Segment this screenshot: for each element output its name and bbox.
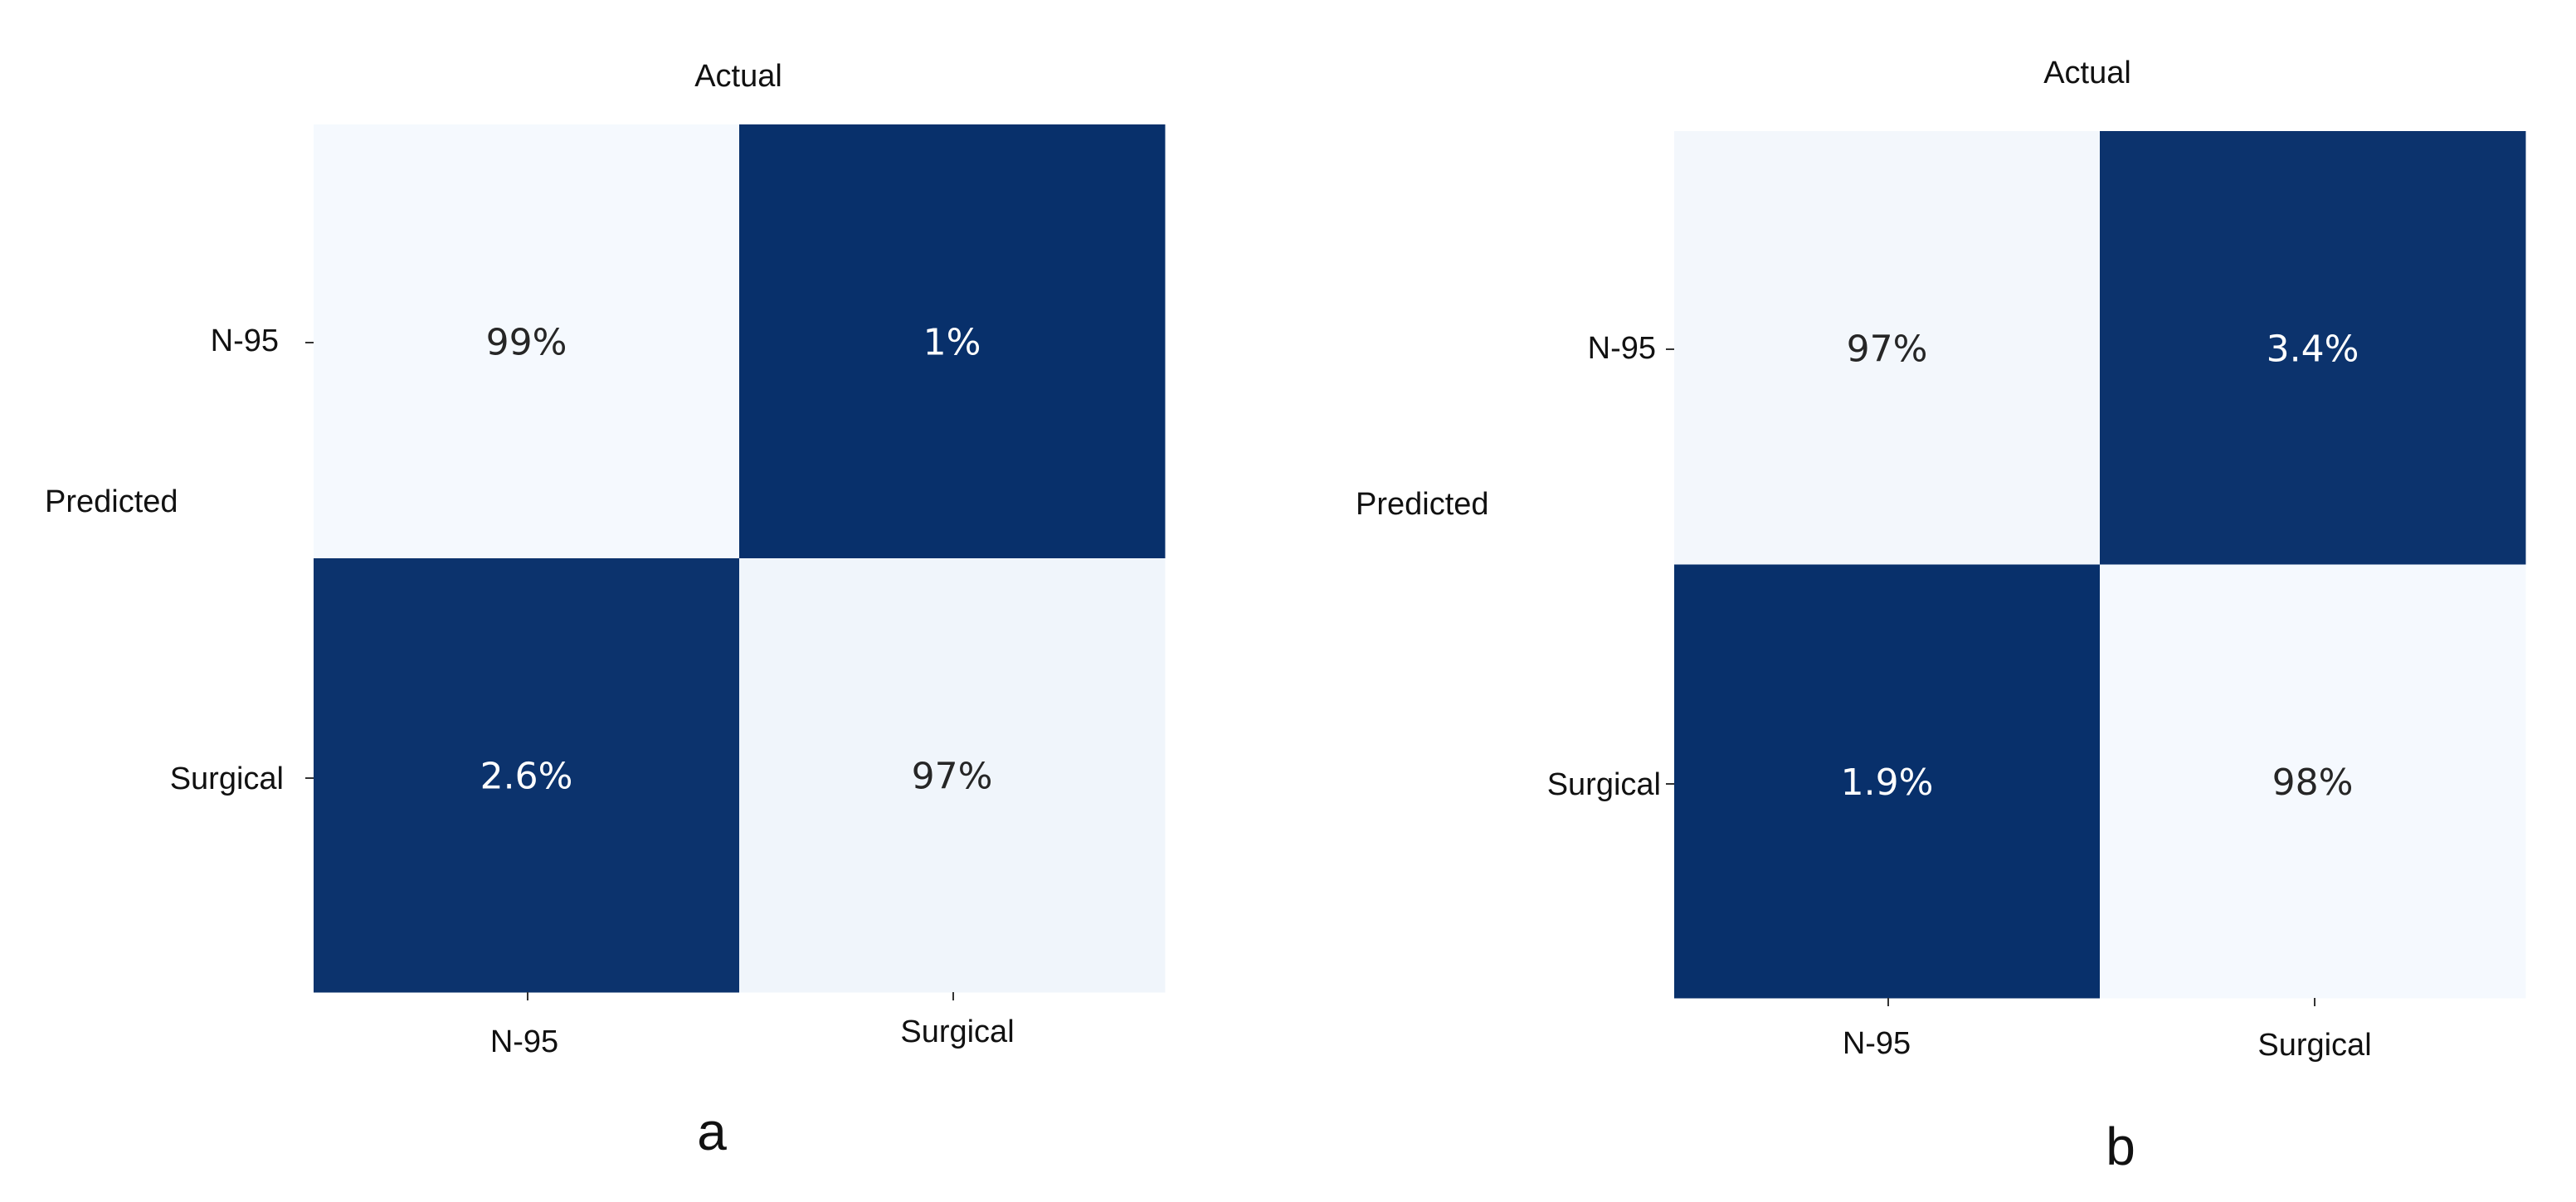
heatmap-cell-a-r0-c0: [314, 124, 740, 559]
cell-annotation-a-r0-c0: 99%: [486, 322, 567, 364]
heatmap-cell-b-r1-c0: [1674, 564, 2101, 999]
y-tick-label-a-surgical: Surgical: [170, 762, 284, 796]
y-axis-title-a: Predicted: [45, 484, 178, 519]
cell-annotation-a-r0-c1: 1%: [923, 322, 981, 364]
cell-annotation-b-r1-c0: 1.9%: [1841, 762, 1934, 804]
heatmap-cell-a-r0-c1: [739, 124, 1166, 559]
y-axis-title-b: Predicted: [1356, 487, 1489, 522]
heatmap-cell-b-r0-c1: [2100, 131, 2526, 565]
heatmap-cell-a-r1-c0: [314, 558, 740, 993]
x-axis-title-b: Actual: [2043, 56, 2131, 90]
x-axis-title-a: Actual: [694, 59, 782, 94]
cell-annotation-b-r0-c1: 3.4%: [2267, 328, 2359, 370]
heatmap-cell-a-r1-c1: [739, 558, 1166, 993]
y-tick-label-a-n95: N-95: [211, 324, 279, 358]
heatmap-cell-b-r0-c0: [1674, 131, 2101, 565]
x-tick-label-a-surgical: Surgical: [900, 1015, 1014, 1049]
cell-annotation-a-r1-c1: 97%: [912, 756, 993, 798]
cell-annotation-b-r1-c1: 98%: [2272, 762, 2354, 804]
cell-annotation-a-r1-c0: 2.6%: [480, 756, 573, 798]
panel-b: 97% 3.4% 1.9% 98% Actual Predicted N-95 Sur…: [1356, 56, 2526, 1176]
cell-annotation-b-r0-c0: 97%: [1847, 328, 1928, 370]
y-tick-label-b-surgical: Surgical: [1547, 767, 1661, 802]
heatmap-cells-a: 99% 1% 2.6% 97%: [314, 124, 1166, 993]
x-tick-label-a-n95: N-95: [490, 1024, 558, 1059]
x-tick-label-b-surgical: Surgical: [2257, 1028, 2371, 1063]
x-tick-label-b-n95: N-95: [1843, 1026, 1911, 1061]
heatmap-cells-b: 97% 3.4% 1.9% 98%: [1674, 131, 2526, 999]
heatmap-cell-b-r1-c1: [2100, 564, 2526, 999]
y-tick-label-b-n95: N-95: [1588, 331, 1656, 366]
panel-label-b: b: [2106, 1117, 2135, 1176]
panel-a: 99% 1% 2.6% 97% Actual Predicted N-95 Surgi…: [45, 59, 1166, 1161]
panel-label-a: a: [697, 1102, 727, 1161]
